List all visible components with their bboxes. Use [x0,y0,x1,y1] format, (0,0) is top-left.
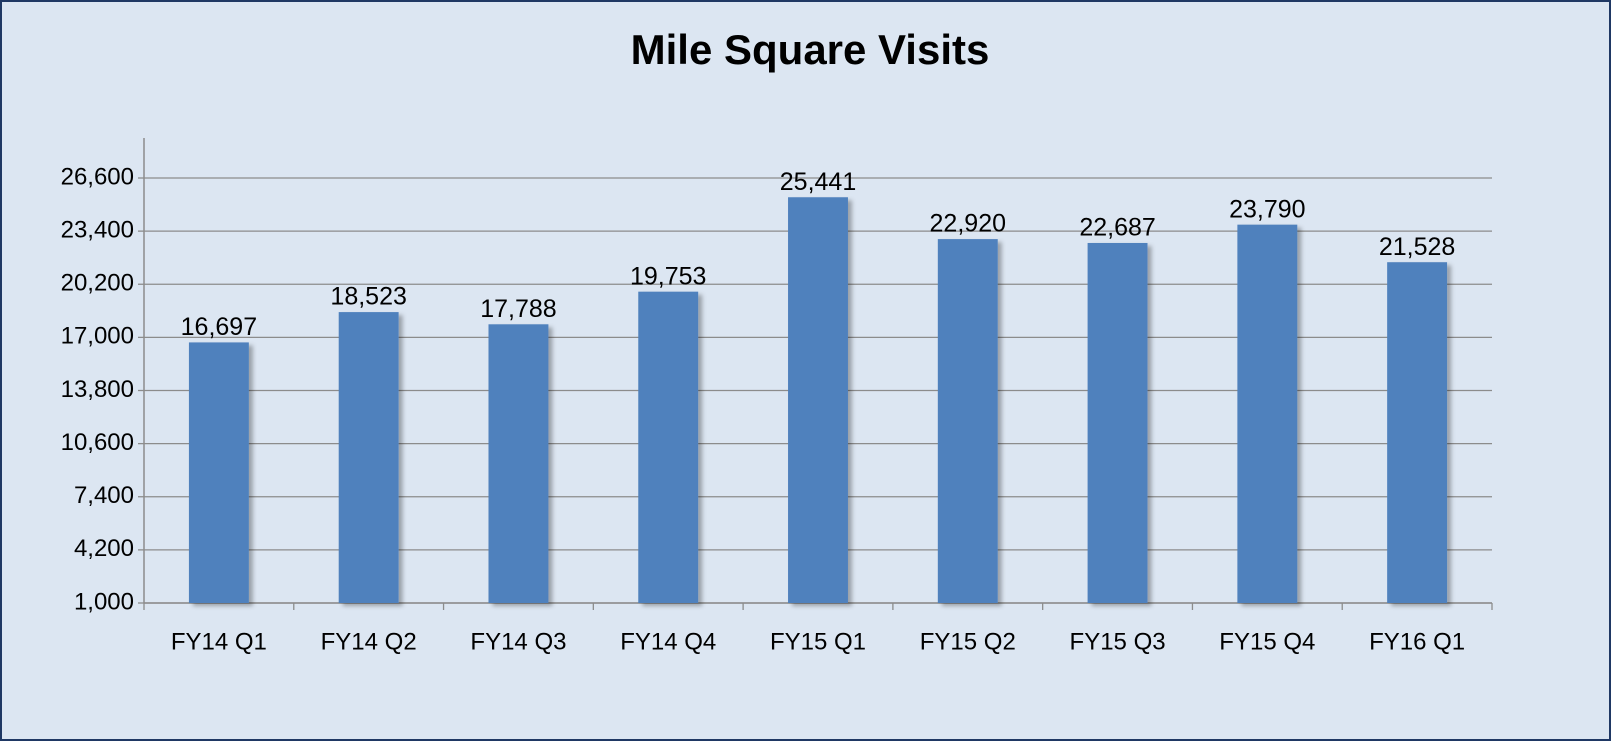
data-label: 17,788 [480,295,556,323]
data-label: 16,697 [181,313,257,341]
x-tick-label: FY15 Q1 [770,628,866,655]
x-tick-label: FY14 Q2 [321,628,417,655]
chart-title: Mile Square Visits [631,26,990,73]
bar [638,291,699,603]
data-label: 18,523 [330,283,406,311]
data-label: 22,687 [1079,214,1155,242]
x-tick-label: FY14 Q4 [620,628,716,655]
y-tick-label: 17,000 [61,323,134,350]
data-label: 21,528 [1379,233,1455,261]
bar [1387,262,1448,603]
x-tick-label: FY15 Q4 [1219,628,1315,655]
y-tick-label: 10,600 [61,429,134,456]
y-tick-label: 26,600 [61,163,134,190]
bar [188,342,249,603]
bar [1087,242,1148,603]
data-label: 25,441 [780,168,856,196]
y-tick-label: 4,200 [74,535,134,562]
bar [338,312,399,603]
y-tick-label: 13,800 [61,376,134,403]
bar [937,239,998,603]
y-tick-label: 23,400 [61,216,134,243]
y-tick-label: 1,000 [74,588,134,615]
bar [1237,224,1298,603]
data-label: 23,790 [1229,195,1305,223]
y-tick-label: 20,200 [61,270,134,297]
bar [488,324,549,603]
x-tick-label: FY15 Q3 [1070,628,1166,655]
data-label: 19,753 [630,262,706,290]
x-tick-label: FY14 Q3 [470,628,566,655]
data-label: 22,920 [930,210,1006,238]
x-tick-label: FY16 Q1 [1369,628,1465,655]
y-tick-label: 7,400 [74,482,134,509]
x-tick-label: FY14 Q1 [171,628,267,655]
bar [788,197,848,603]
x-tick-label: FY15 Q2 [920,628,1016,655]
